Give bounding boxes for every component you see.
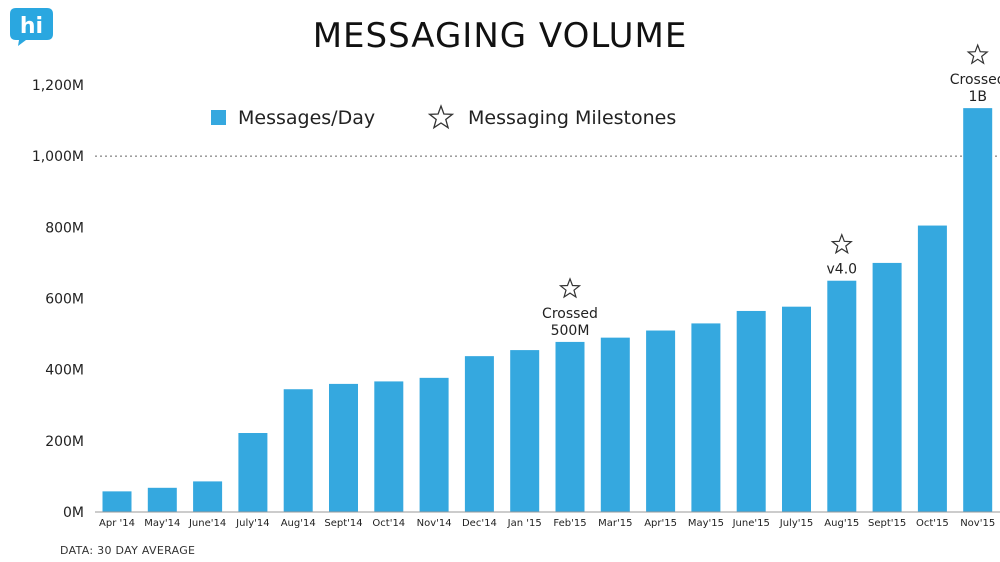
milestone-label: Crossed [950,72,1000,88]
bar [238,433,268,512]
x-axis: Apr '14 May'14 June'14 July'14 Aug'14 Sept'14… [95,511,1000,529]
y-tick-label: 400M [45,363,84,379]
y-tick-label: 600M [45,292,84,308]
x-tick-label: Sept'15 [868,518,906,529]
x-tick-label: June'14 [188,518,226,529]
bar [555,341,585,512]
x-tick-label: Apr '14 [99,518,135,529]
x-tick-label: Dec'14 [462,518,497,529]
x-tick-label: Apr'15 [644,518,677,529]
bar [736,310,766,512]
x-tick-label: Aug'14 [281,518,316,529]
x-tick-label: Oct'14 [372,518,405,529]
bar [374,381,404,512]
bar [419,377,449,512]
bar [283,389,313,512]
bar [691,323,721,512]
x-tick-label: June'15 [732,518,770,529]
bar [600,337,630,512]
x-tick-label: Oct'15 [916,518,949,529]
hike-logo: hi [10,8,53,46]
bar [782,306,811,512]
x-tick-label: Nov'14 [417,518,452,529]
bar [464,356,494,512]
bar [147,487,177,512]
bar [510,350,540,512]
y-axis: 0M 200M 400M 600M 800M 1,000M 1,200M [32,78,84,521]
bar [963,108,993,513]
bar [827,280,857,512]
y-tick-label: 0M [63,505,84,521]
y-tick-label: 800M [45,220,84,236]
y-tick-label: 200M [45,434,84,450]
bar [646,330,676,512]
milestone-label: 1B [968,89,987,105]
milestone-label: Crossed [542,306,598,322]
legend-swatch [211,110,226,125]
x-tick-label: Aug'15 [824,518,859,529]
legend-label: Messages/Day [238,107,375,129]
milestone-label: 500M [551,323,590,339]
bar [329,383,358,512]
bar [917,225,947,512]
y-tick-label: 1,000M [32,149,84,165]
x-tick-label: May'15 [688,518,724,529]
x-tick-label: Mar'15 [598,518,632,529]
bar [102,491,132,512]
x-tick-label: May'14 [144,518,180,529]
legend-label: Messaging Milestones [468,107,676,129]
logo-text: hi [20,14,43,39]
x-tick-label: July'15 [779,518,813,529]
milestone-star-icon [558,277,582,299]
milestone-star-icon [830,233,853,255]
bar-series [102,108,993,513]
legend-star-icon [427,104,455,130]
x-tick-label: July'14 [235,518,269,529]
bar [193,481,223,512]
x-tick-label: Sept'14 [324,518,362,529]
milestone-label: v4.0 [827,262,858,278]
x-tick-label: Jan '15 [507,518,542,529]
x-tick-label: Nov'15 [960,518,995,529]
chart-title: MESSAGING VOLUME [312,16,688,56]
footnote: DATA: 30 DAY AVERAGE [60,544,196,557]
milestone-star-icon [966,43,989,65]
chart-legend: Messages/Day Messaging Milestones [211,104,676,130]
y-tick-label: 1,200M [32,78,84,94]
bar [872,262,902,512]
x-tick-label: Feb'15 [553,518,586,529]
